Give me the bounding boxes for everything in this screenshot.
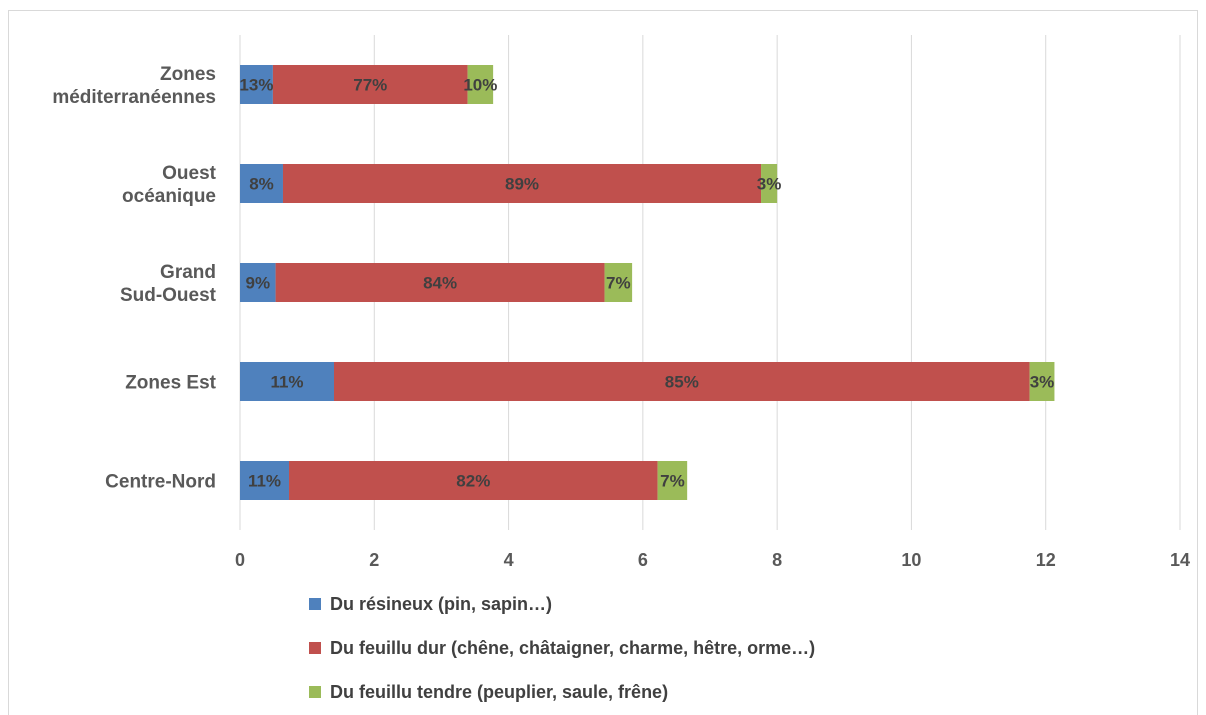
bar-segment	[240, 461, 290, 500]
category-label: Centre-Nord	[105, 472, 216, 493]
data-label: 84%	[423, 274, 457, 293]
legend: Du résineux (pin, sapin…) Du feuillu dur …	[309, 594, 815, 702]
bar-segment	[1029, 362, 1055, 401]
category-label: méditerranéennes	[52, 87, 216, 108]
legend-label: Du feuillu dur (chêne, châtaigner, charm…	[330, 638, 815, 658]
data-label: 77%	[353, 76, 387, 95]
data-label: 3%	[1030, 373, 1055, 392]
data-label: 13%	[239, 76, 273, 95]
category-label: Zones	[160, 64, 216, 85]
x-tick-label: 2	[369, 550, 379, 570]
x-tick-label: 0	[235, 550, 245, 570]
bar-segment	[604, 263, 633, 302]
category-label: Grand	[160, 262, 216, 283]
x-axis-ticks: 0 2 4 6 8 10 12 14	[235, 550, 1190, 570]
legend-swatch	[309, 598, 321, 610]
bar-segment	[657, 461, 688, 500]
data-label: 85%	[665, 373, 699, 392]
data-label: 8%	[249, 175, 274, 194]
bar-segment	[272, 65, 468, 104]
category-label: Sud-Ouest	[120, 285, 217, 306]
data-label: 9%	[246, 274, 271, 293]
category-label: Zones Est	[125, 373, 216, 394]
bar-segment	[467, 65, 494, 104]
bars: 13% 77% 10% 8% 89% 3% 9% 84% 7% 11% 85% 3% 11% 82% 7%	[239, 65, 1055, 500]
legend-label: Du feuillu tendre (peuplier, saule, frên…	[330, 682, 668, 702]
x-tick-label: 12	[1036, 550, 1056, 570]
data-label: 11%	[248, 472, 281, 491]
data-label: 82%	[456, 472, 490, 491]
bar-segment	[334, 362, 1030, 401]
x-tick-label: 10	[901, 550, 921, 570]
bar-segment	[761, 164, 778, 203]
data-label: 10%	[463, 76, 497, 95]
category-label: océanique	[122, 186, 216, 207]
x-tick-label: 8	[772, 550, 782, 570]
legend-label: Du résineux (pin, sapin…)	[330, 594, 552, 614]
legend-swatch	[309, 642, 321, 654]
data-label: 7%	[660, 472, 685, 491]
x-tick-label: 4	[504, 550, 514, 570]
x-tick-label: 6	[638, 550, 648, 570]
data-label: 7%	[606, 274, 631, 293]
bar-segment	[240, 164, 283, 203]
bar-segment	[240, 362, 334, 401]
gridlines	[239, 35, 1181, 530]
x-tick-label: 14	[1170, 550, 1190, 570]
legend-swatch	[309, 686, 321, 698]
bar-segment	[240, 263, 276, 302]
data-label: 89%	[505, 175, 539, 194]
bar-segment	[282, 164, 762, 203]
data-label: 3%	[757, 175, 782, 194]
chart-frame	[8, 10, 1198, 715]
bar-segment	[289, 461, 658, 500]
bar-segment	[275, 263, 605, 302]
data-label: 11%	[270, 373, 303, 392]
bar-segment	[240, 65, 273, 104]
category-label: Ouest	[162, 163, 217, 184]
